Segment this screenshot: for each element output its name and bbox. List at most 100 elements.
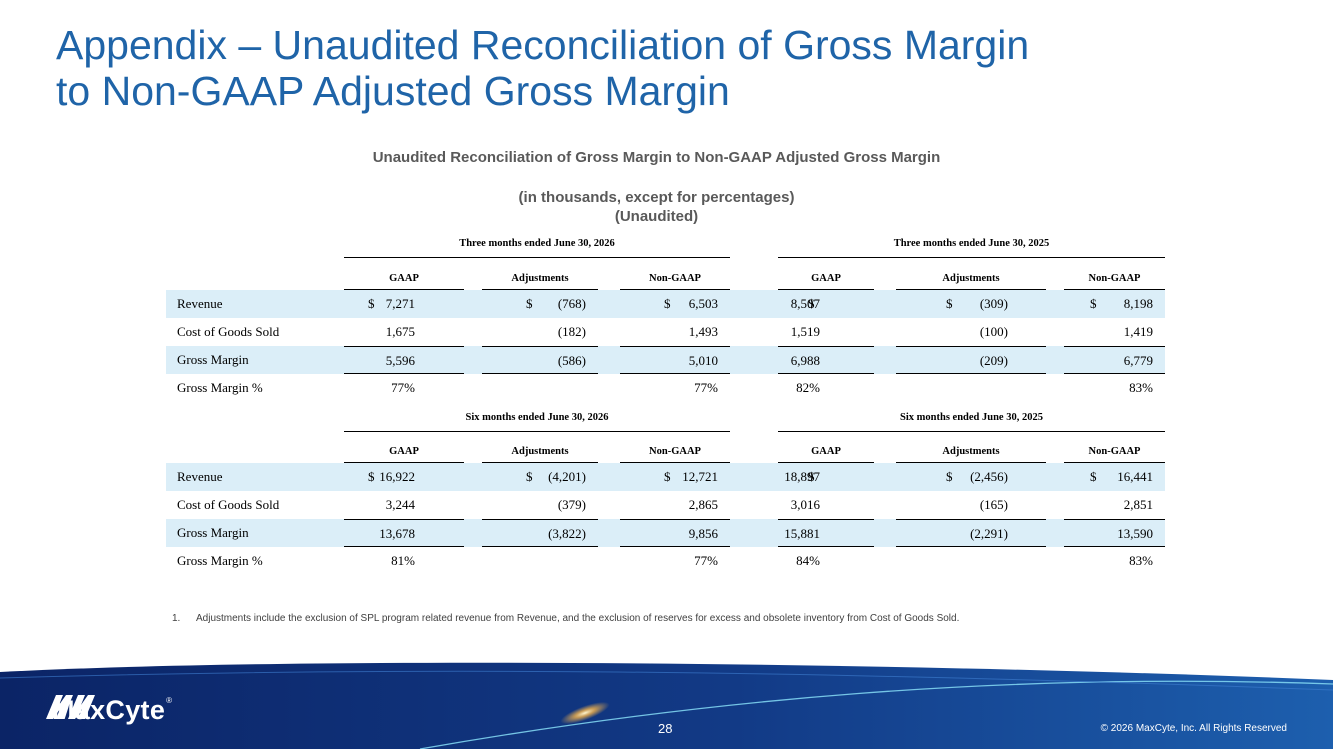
cell-value: 12,721 (682, 469, 718, 484)
currency-symbol: $ (946, 296, 953, 311)
column-header-gaap: GAAP (344, 446, 464, 463)
slide-title: Appendix – Unaudited Reconciliation of G… (56, 22, 1256, 114)
table-cell: (100) (896, 318, 1046, 346)
currency-symbol: $ (1090, 296, 1097, 311)
table-cell: 82% (778, 374, 874, 402)
table-subtitle: (in thousands, except for percentages) (518, 189, 795, 206)
currency-symbol: $ (946, 469, 953, 484)
table-cell: (379) (482, 491, 598, 519)
cell-value: (309) (979, 296, 1008, 311)
table-cell: 81% (344, 547, 464, 575)
table-cell: $18,897 (778, 463, 874, 491)
maxcyte-logo: MaxCyte ® (46, 695, 172, 726)
period-header-right: Six months ended June 30, 2025 (778, 412, 1165, 432)
table-row: Cost of Goods Sold 1,675 (182) 1,493 1,519 (1… (166, 318, 1165, 346)
cell-value: (100) (979, 324, 1008, 339)
cell-value: 8,198 (1123, 296, 1153, 311)
table-cell: 3,244 (344, 491, 464, 519)
period-header-left: Six months ended June 30, 2026 (344, 412, 730, 432)
table-cell: 5,010 (620, 346, 730, 374)
table-cell: (3,822) (482, 519, 598, 547)
table-cell: 1,419 (1064, 318, 1165, 346)
table-cell: $ (4,201) (482, 463, 598, 491)
column-header-adjustments: Adjustments (482, 273, 598, 290)
currency-symbol: $ (526, 469, 533, 484)
cell-value: (768) (557, 296, 586, 311)
currency-symbol: $ (526, 296, 533, 311)
column-header-gaap: GAAP (778, 273, 874, 290)
table-cell: $12,721 (620, 463, 730, 491)
table-cell: $ (768) (482, 290, 598, 318)
table-cell (482, 374, 598, 402)
table-cell: $8,507 (778, 290, 874, 318)
cell-value: 77% (391, 380, 415, 395)
table-row: Gross Margin 13,678 (3,822) 9,856 15,881 (2,2… (166, 519, 1165, 547)
cell-value: 16,922 (379, 469, 415, 484)
cell-value: 2,865 (688, 497, 718, 512)
footnote: 1. Adjustments include the exclusion of S… (172, 613, 959, 624)
table-cell (896, 374, 1046, 402)
cell-value: (586) (557, 353, 586, 368)
table-cell: (165) (896, 491, 1046, 519)
table-cell: $ (309) (896, 290, 1046, 318)
column-header-gaap: GAAP (344, 273, 464, 290)
cell-value: 83% (1129, 380, 1153, 395)
cell-value: (182) (557, 324, 586, 339)
row-label: Revenue (177, 296, 223, 311)
row-label: Gross Margin (177, 525, 249, 540)
cell-value: 84% (796, 553, 820, 568)
table-cell: $16,441 (1064, 463, 1165, 491)
table-cell: 15,881 (778, 519, 874, 547)
currency-symbol: $ (808, 296, 815, 311)
table-row: Gross Margin % 81% 77% 84% 83% (166, 547, 1165, 575)
row-label: Revenue (177, 469, 223, 484)
table-cell: 1,519 (778, 318, 874, 346)
table-cell: (2,291) (896, 519, 1046, 547)
table-cell: $ (2,456) (896, 463, 1046, 491)
currency-symbol: $ (1090, 469, 1097, 484)
table-cell: (586) (482, 346, 598, 374)
cell-value: (209) (979, 353, 1008, 368)
table-cell: 9,856 (620, 519, 730, 547)
cell-value: 1,675 (385, 324, 415, 339)
table-cell (482, 547, 598, 575)
table-cell: $16,922 (344, 463, 464, 491)
copyright-notice: © 2026 MaxCyte, Inc. All Rights Reserved (1100, 723, 1287, 734)
column-header-gaap: GAAP (778, 446, 874, 463)
footer-wave-graphic (0, 662, 1333, 749)
table-cell: 1,493 (620, 318, 730, 346)
table-cell: 5,596 (344, 346, 464, 374)
maxcyte-logo-icon (46, 695, 95, 719)
table-row: Cost of Goods Sold 3,244 (379) 2,865 3,016 (1… (166, 491, 1165, 519)
cell-value: 3,244 (385, 497, 415, 512)
table-row: Revenue $16,922 $ (4,201) $12,721 $18,897 $ (2,… (166, 463, 1165, 491)
cell-value: 82% (796, 380, 820, 395)
cell-value: (165) (979, 497, 1008, 512)
table-cell: 77% (620, 547, 730, 575)
column-header-adjustments: Adjustments (482, 446, 598, 463)
footnote-number: 1. (172, 613, 181, 624)
row-label: Gross Margin (177, 352, 249, 367)
cell-value: 9,856 (688, 526, 718, 541)
currency-symbol: $ (368, 296, 375, 311)
cell-value: 1,419 (1123, 324, 1153, 339)
cell-value: (4,201) (548, 469, 586, 484)
currency-symbol: $ (808, 469, 815, 484)
cell-value: 6,503 (688, 296, 718, 311)
cell-value: 81% (391, 553, 415, 568)
footnote-text: Adjustments include the exclusion of SPL… (196, 613, 960, 624)
cell-value: 1,493 (688, 324, 718, 339)
cell-value: (2,291) (970, 526, 1008, 541)
period-header-left: Three months ended June 30, 2026 (344, 238, 730, 258)
table-cell: 2,865 (620, 491, 730, 519)
table-title: Unaudited Reconciliation of Gross Margin… (372, 149, 941, 166)
period-header-right: Three months ended June 30, 2025 (778, 238, 1165, 258)
column-header-nongaap: Non-GAAP (620, 446, 730, 463)
table-cell: 3,016 (778, 491, 874, 519)
table-cell: 13,590 (1064, 519, 1165, 547)
currency-symbol: $ (664, 469, 671, 484)
cell-value: 6,779 (1123, 353, 1153, 368)
table-row: Gross Margin % 77% 77% 82% 83% (166, 374, 1165, 402)
table-row: Gross Margin 5,596 (586) 5,010 6,988 (209) 6,7… (166, 346, 1165, 374)
cell-value: 77% (694, 553, 718, 568)
